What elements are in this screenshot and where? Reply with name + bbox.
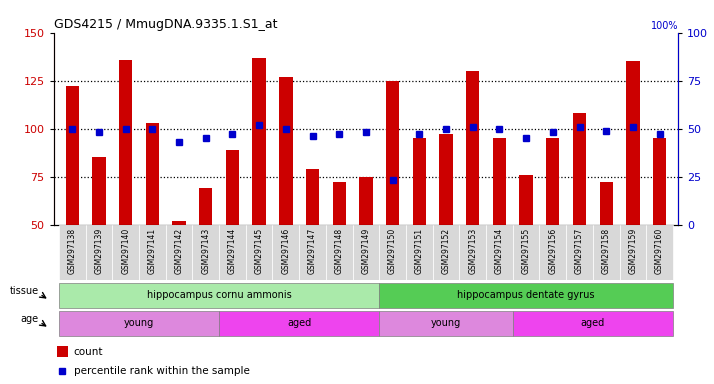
Bar (406, 225, 433, 280)
Bar (540, 225, 566, 280)
Bar (513, 311, 673, 336)
Text: GSM297141: GSM297141 (148, 227, 157, 273)
Text: GSM297138: GSM297138 (68, 227, 76, 273)
Text: aged: aged (580, 318, 605, 328)
Text: GSM297148: GSM297148 (335, 227, 343, 273)
Text: GSM297157: GSM297157 (575, 227, 584, 274)
Bar (119, 60, 132, 225)
Text: GSM297152: GSM297152 (441, 227, 451, 273)
Bar (600, 182, 613, 225)
Bar (279, 77, 293, 225)
Text: GSM297143: GSM297143 (201, 227, 210, 274)
Text: GSM297147: GSM297147 (308, 227, 317, 274)
Bar (566, 225, 593, 280)
Text: young: young (431, 318, 461, 328)
Text: GSM297159: GSM297159 (628, 227, 638, 274)
Text: GSM297145: GSM297145 (255, 227, 263, 274)
Bar (546, 138, 560, 225)
Bar (653, 138, 666, 225)
Text: GSM297153: GSM297153 (468, 227, 477, 274)
Bar (379, 225, 406, 280)
Bar (573, 113, 586, 225)
Bar (379, 283, 673, 308)
Bar (379, 311, 513, 336)
Bar (459, 225, 486, 280)
Bar (92, 157, 106, 225)
Bar (306, 169, 319, 225)
Text: GSM297139: GSM297139 (94, 227, 104, 274)
Bar (226, 150, 239, 225)
Bar (493, 138, 506, 225)
Bar (199, 188, 212, 225)
Bar (333, 182, 346, 225)
Bar (413, 138, 426, 225)
Bar (112, 225, 139, 280)
Text: GSM297144: GSM297144 (228, 227, 237, 274)
Bar (326, 225, 353, 280)
Bar (299, 225, 326, 280)
Bar (439, 134, 453, 225)
Text: GSM297156: GSM297156 (548, 227, 558, 274)
Text: age: age (21, 314, 39, 324)
Bar (273, 225, 299, 280)
Text: tissue: tissue (9, 286, 39, 296)
Text: GSM297149: GSM297149 (361, 227, 371, 274)
Text: hippocampus dentate gyrus: hippocampus dentate gyrus (458, 290, 595, 300)
Bar (253, 58, 266, 225)
Text: GSM297140: GSM297140 (121, 227, 130, 274)
Bar (626, 61, 640, 225)
Bar (513, 225, 540, 280)
Text: GSM297151: GSM297151 (415, 227, 424, 273)
Text: GSM297158: GSM297158 (602, 227, 610, 273)
Bar (56, 346, 68, 357)
Bar (192, 225, 219, 280)
Bar (59, 225, 86, 280)
Bar (359, 177, 373, 225)
Text: GSM297154: GSM297154 (495, 227, 504, 274)
Text: young: young (124, 318, 154, 328)
Text: percentile rank within the sample: percentile rank within the sample (74, 366, 249, 376)
Bar (620, 225, 646, 280)
Bar (166, 225, 192, 280)
Bar (219, 225, 246, 280)
Text: GSM297150: GSM297150 (388, 227, 397, 274)
Bar (593, 225, 620, 280)
Text: GSM297155: GSM297155 (522, 227, 531, 274)
Bar (86, 225, 112, 280)
Bar (246, 225, 273, 280)
Bar (486, 225, 513, 280)
Bar (66, 86, 79, 225)
Text: 100%: 100% (650, 21, 678, 31)
Text: aged: aged (287, 318, 311, 328)
Text: hippocampus cornu ammonis: hippocampus cornu ammonis (146, 290, 291, 300)
Text: GDS4215 / MmugDNA.9335.1.S1_at: GDS4215 / MmugDNA.9335.1.S1_at (54, 18, 277, 31)
Bar (353, 225, 379, 280)
Bar (219, 311, 379, 336)
Bar (520, 175, 533, 225)
Text: count: count (74, 347, 103, 357)
Text: GSM297160: GSM297160 (655, 227, 664, 274)
Bar (59, 311, 219, 336)
Bar (466, 71, 479, 225)
Bar (172, 221, 186, 225)
Text: GSM297142: GSM297142 (174, 227, 183, 273)
Bar (139, 225, 166, 280)
Text: GSM297146: GSM297146 (281, 227, 291, 274)
Bar (646, 225, 673, 280)
Bar (386, 81, 399, 225)
Bar (433, 225, 459, 280)
Bar (59, 283, 379, 308)
Bar (146, 123, 159, 225)
